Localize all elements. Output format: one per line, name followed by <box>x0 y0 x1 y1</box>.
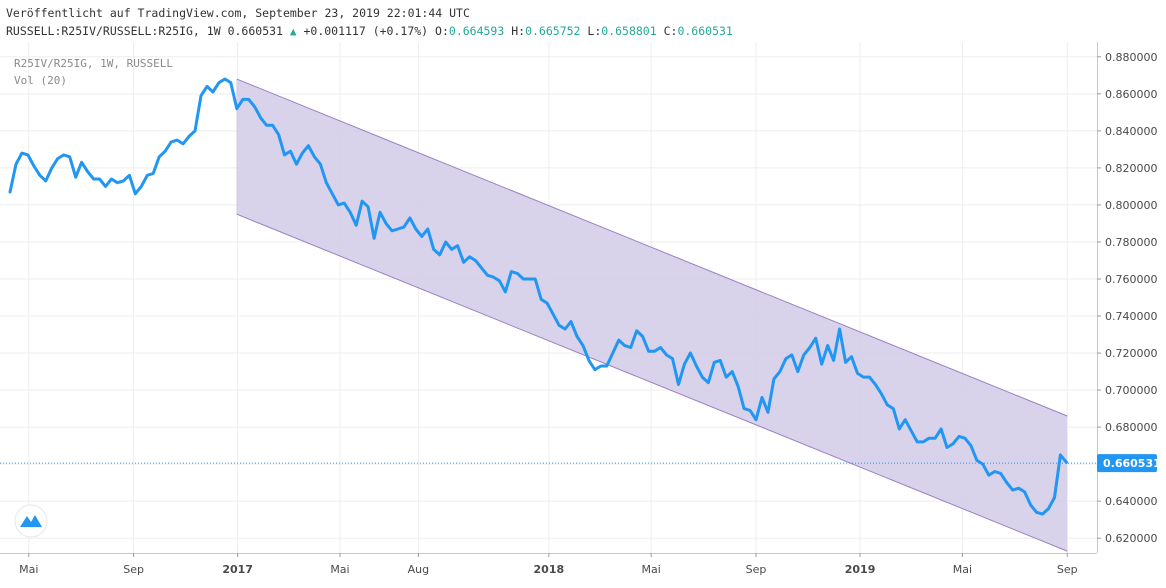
y-tick-label: 0.700000 <box>1105 384 1158 397</box>
y-tick-label: 0.840000 <box>1105 125 1158 138</box>
published-info: Veröffentlicht auf TradingView.com, Sept… <box>6 6 470 20</box>
x-tick-label: 2017 <box>222 563 253 576</box>
close-label: C: <box>663 24 678 38</box>
y-tick-label: 0.680000 <box>1105 421 1158 434</box>
last-price: 0.660531 <box>227 24 283 38</box>
high-label: H: <box>511 24 526 38</box>
up-arrow-icon: ▲ <box>289 25 297 38</box>
open-label: O: <box>435 24 449 38</box>
low-value: 0.658801 <box>601 24 657 38</box>
channel-fill <box>236 79 1068 552</box>
price-change: +0.001117 (+0.17%) <box>303 24 429 38</box>
y-tick-label: 0.860000 <box>1105 88 1158 101</box>
tradingview-logo-icon[interactable] <box>14 504 48 538</box>
y-tick-label: 0.800000 <box>1105 199 1158 212</box>
close-value: 0.660531 <box>677 24 733 38</box>
x-tick-label: Mai <box>330 563 349 576</box>
y-tick-label: 0.640000 <box>1105 495 1158 508</box>
x-tick-label: Mai <box>642 563 661 576</box>
legend-volume: Vol (20) <box>14 74 67 87</box>
chart-header: Veröffentlicht auf TradingView.com, Sept… <box>0 0 1166 42</box>
x-tick-label: Sep <box>123 563 144 576</box>
series-line <box>8 77 1068 516</box>
x-tick-label: 2018 <box>534 563 565 576</box>
y-tick-label: 0.820000 <box>1105 162 1158 175</box>
channel-upper-line <box>236 78 1068 417</box>
symbol-info: RUSSELL:R25IV/RUSSELL:R25IG, 1W <box>6 24 221 38</box>
y-tick-label: 0.720000 <box>1105 347 1158 360</box>
x-tick-label: Mai <box>19 563 38 576</box>
x-tick-label: Mai <box>953 563 972 576</box>
price-axis-border <box>1097 42 1098 553</box>
x-tick-label: Sep <box>746 563 767 576</box>
y-tick-label: 0.780000 <box>1105 236 1158 249</box>
regression-channel <box>236 78 1068 552</box>
low-label: L: <box>587 24 602 38</box>
time-axis[interactable]: Mai Sep 2017 Mai Aug 2018 Mai Sep 2019 Mai Sep <box>19 553 1078 576</box>
y-tick-label: 0.620000 <box>1105 532 1158 545</box>
high-value: 0.665752 <box>525 24 581 38</box>
last-price-tag: 0.660531 <box>1097 454 1161 473</box>
y-tick-label: 0.760000 <box>1105 273 1158 286</box>
x-tick-label: Aug <box>408 563 429 576</box>
last-price-tag-box <box>1097 454 1157 473</box>
channel-lower-line <box>236 213 1068 552</box>
open-value: 0.664593 <box>448 24 505 38</box>
x-tick-label: 2019 <box>845 563 876 576</box>
symbol-ohlc-line: RUSSELL:R25IV/RUSSELL:R25IG, 1W 0.660531… <box>6 24 733 38</box>
legend-series: R25IV/R25IG, 1W, RUSSELL <box>14 57 173 70</box>
last-price-tag-label: 0.660531 <box>1103 457 1161 470</box>
y-tick-label: 0.740000 <box>1105 310 1158 323</box>
y-tick-label: 0.880000 <box>1105 51 1158 64</box>
x-tick-label: Sep <box>1057 563 1078 576</box>
